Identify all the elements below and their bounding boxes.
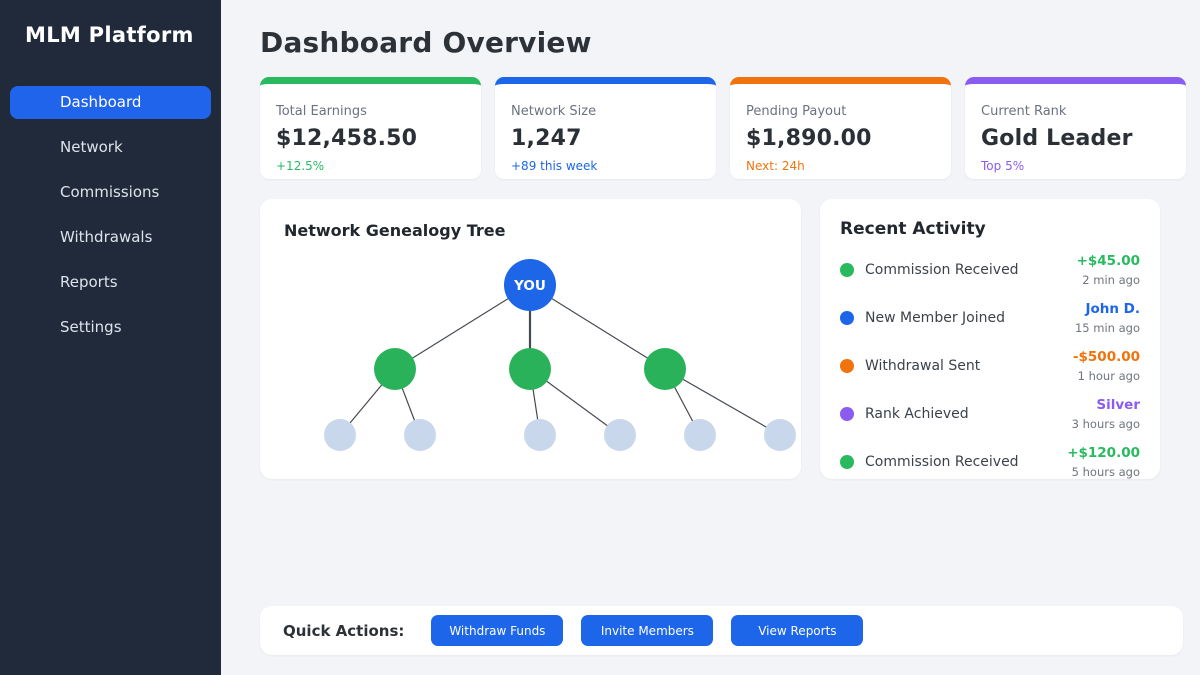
genealogy-tree-svg: YOU xyxy=(324,259,796,451)
tree-node-level2[interactable] xyxy=(684,419,716,451)
activity-row: Commission Received +$120.00 5 hours ago xyxy=(840,445,1140,479)
activity-row: New Member Joined John D. 15 min ago xyxy=(840,301,1140,335)
activity-value: +$45.00 xyxy=(1076,253,1140,269)
activity-timestamp: 2 min ago xyxy=(1082,273,1140,287)
activity-timestamp: 1 hour ago xyxy=(1077,369,1140,383)
sidebar-item-network[interactable]: Network xyxy=(60,138,123,156)
stat-delta: Top 5% xyxy=(981,159,1025,173)
tree-root-label: YOU xyxy=(513,278,546,294)
activity-timestamp: 3 hours ago xyxy=(1071,417,1140,431)
stat-delta: +89 this week xyxy=(511,159,598,173)
activity-row-left: Commission Received xyxy=(840,454,1019,470)
activity-value: +$120.00 xyxy=(1067,445,1140,461)
activity-type-dot-icon xyxy=(840,311,854,325)
activity-row-right: Silver 3 hours ago xyxy=(1072,397,1140,431)
tree-node-level1[interactable] xyxy=(644,348,686,390)
activity-label: Commission Received xyxy=(865,454,1019,470)
activity-label: Rank Achieved xyxy=(865,406,969,422)
stat-value: Gold Leader xyxy=(981,126,1133,151)
activity-label: Commission Received xyxy=(865,262,1019,278)
app-title: MLM Platform xyxy=(25,23,194,47)
middle-row: Network Genealogy Tree YOU Recent Activi… xyxy=(260,199,1186,479)
stat-delta: +12.5% xyxy=(276,159,325,173)
tree-node-root[interactable] xyxy=(504,259,556,311)
sidebar-item-settings[interactable]: Settings xyxy=(60,318,122,336)
activity-row-right: +$45.00 2 min ago xyxy=(1077,253,1140,287)
stat-card-pending-payout: Pending Payout $1,890.00 Next: 24h xyxy=(730,77,951,179)
stat-value: $12,458.50 xyxy=(276,126,418,151)
tree-node-level2[interactable] xyxy=(324,419,356,451)
stat-card-total-earnings: Total Earnings $12,458.50 +12.5% xyxy=(260,77,481,179)
sidebar-item-withdrawals[interactable]: Withdrawals xyxy=(60,228,153,246)
activity-type-dot-icon xyxy=(840,263,854,277)
stat-label: Total Earnings xyxy=(276,104,367,119)
activity-row-left: Rank Achieved xyxy=(840,406,969,422)
stat-label: Pending Payout xyxy=(746,104,847,119)
activity-row-left: Withdrawal Sent xyxy=(840,358,980,374)
activity-timestamp: 5 hours ago xyxy=(1071,465,1140,479)
genealogy-tree-card: Network Genealogy Tree YOU xyxy=(260,199,801,479)
activity-value: John D. xyxy=(1085,301,1140,317)
invite-members-button[interactable]: Invite Members xyxy=(581,615,714,646)
sidebar-nav: Dashboard Network Commissions Withdrawals Re… xyxy=(0,86,221,344)
stat-delta: Next: 24h xyxy=(746,159,805,173)
stat-card-network-size: Network Size 1,247 +89 this week xyxy=(495,77,716,179)
stat-value: 1,247 xyxy=(511,126,582,151)
activity-type-dot-icon xyxy=(840,359,854,373)
activity-row: Withdrawal Sent -$500.00 1 hour ago xyxy=(840,349,1140,383)
tree-node-level2[interactable] xyxy=(604,419,636,451)
page-title: Dashboard Overview xyxy=(260,26,592,59)
stat-value: $1,890.00 xyxy=(746,126,872,151)
sidebar: MLM Platform Dashboard Network Commissions… xyxy=(0,0,221,675)
tree-node-level2[interactable] xyxy=(524,419,556,451)
activity-row: Rank Achieved Silver 3 hours ago xyxy=(840,397,1140,431)
stat-cards-row: Total Earnings $12,458.50 +12.5% Network Si… xyxy=(260,77,1186,179)
sidebar-item-dashboard[interactable]: Dashboard xyxy=(10,86,211,119)
quick-actions-bar: Quick Actions: Withdraw Funds Invite Memb… xyxy=(260,606,1183,655)
activity-list: Commission Received +$45.00 2 min ago New M… xyxy=(840,253,1140,479)
tree-node-level1[interactable] xyxy=(509,348,551,390)
activity-type-dot-icon xyxy=(840,407,854,421)
tree-node-level2[interactable] xyxy=(764,419,796,451)
tree-node-level1[interactable] xyxy=(374,348,416,390)
activity-row-right: John D. 15 min ago xyxy=(1075,301,1140,335)
main-content: Dashboard Overview Total Earnings $12,458… xyxy=(221,0,1200,675)
quick-actions-buttons: Withdraw Funds Invite Members View Reports xyxy=(431,615,881,646)
genealogy-tree-title: Network Genealogy Tree xyxy=(284,221,506,240)
tree-edge xyxy=(529,284,666,370)
stat-label: Current Rank xyxy=(981,104,1067,119)
quick-actions-label: Quick Actions: xyxy=(283,621,405,640)
recent-activity-title: Recent Activity xyxy=(840,219,986,239)
activity-row-left: New Member Joined xyxy=(840,310,1005,326)
activity-label: New Member Joined xyxy=(865,310,1005,326)
withdraw-funds-button[interactable]: Withdraw Funds xyxy=(431,615,564,646)
tree-edge xyxy=(394,284,531,370)
activity-row-left: Commission Received xyxy=(840,262,1019,278)
recent-activity-card: Recent Activity Commission Received +$45.… xyxy=(820,199,1160,479)
tree-node-level2[interactable] xyxy=(404,419,436,451)
activity-row-right: +$120.00 5 hours ago xyxy=(1067,445,1140,479)
activity-timestamp: 15 min ago xyxy=(1074,321,1140,335)
tree-edge xyxy=(664,368,781,436)
activity-value: -$500.00 xyxy=(1072,349,1140,365)
activity-row: Commission Received +$45.00 2 min ago xyxy=(840,253,1140,287)
activity-label: Withdrawal Sent xyxy=(865,358,981,374)
view-reports-button[interactable]: View Reports xyxy=(731,615,864,646)
activity-row-right: -$500.00 1 hour ago xyxy=(1073,349,1140,383)
sidebar-item-reports[interactable]: Reports xyxy=(60,273,118,291)
sidebar-item-commissions[interactable]: Commissions xyxy=(60,183,160,201)
stat-card-current-rank: Current Rank Gold Leader Top 5% xyxy=(965,77,1186,179)
stat-label: Network Size xyxy=(511,104,597,119)
activity-value: Silver xyxy=(1096,397,1140,413)
activity-type-dot-icon xyxy=(840,455,854,469)
